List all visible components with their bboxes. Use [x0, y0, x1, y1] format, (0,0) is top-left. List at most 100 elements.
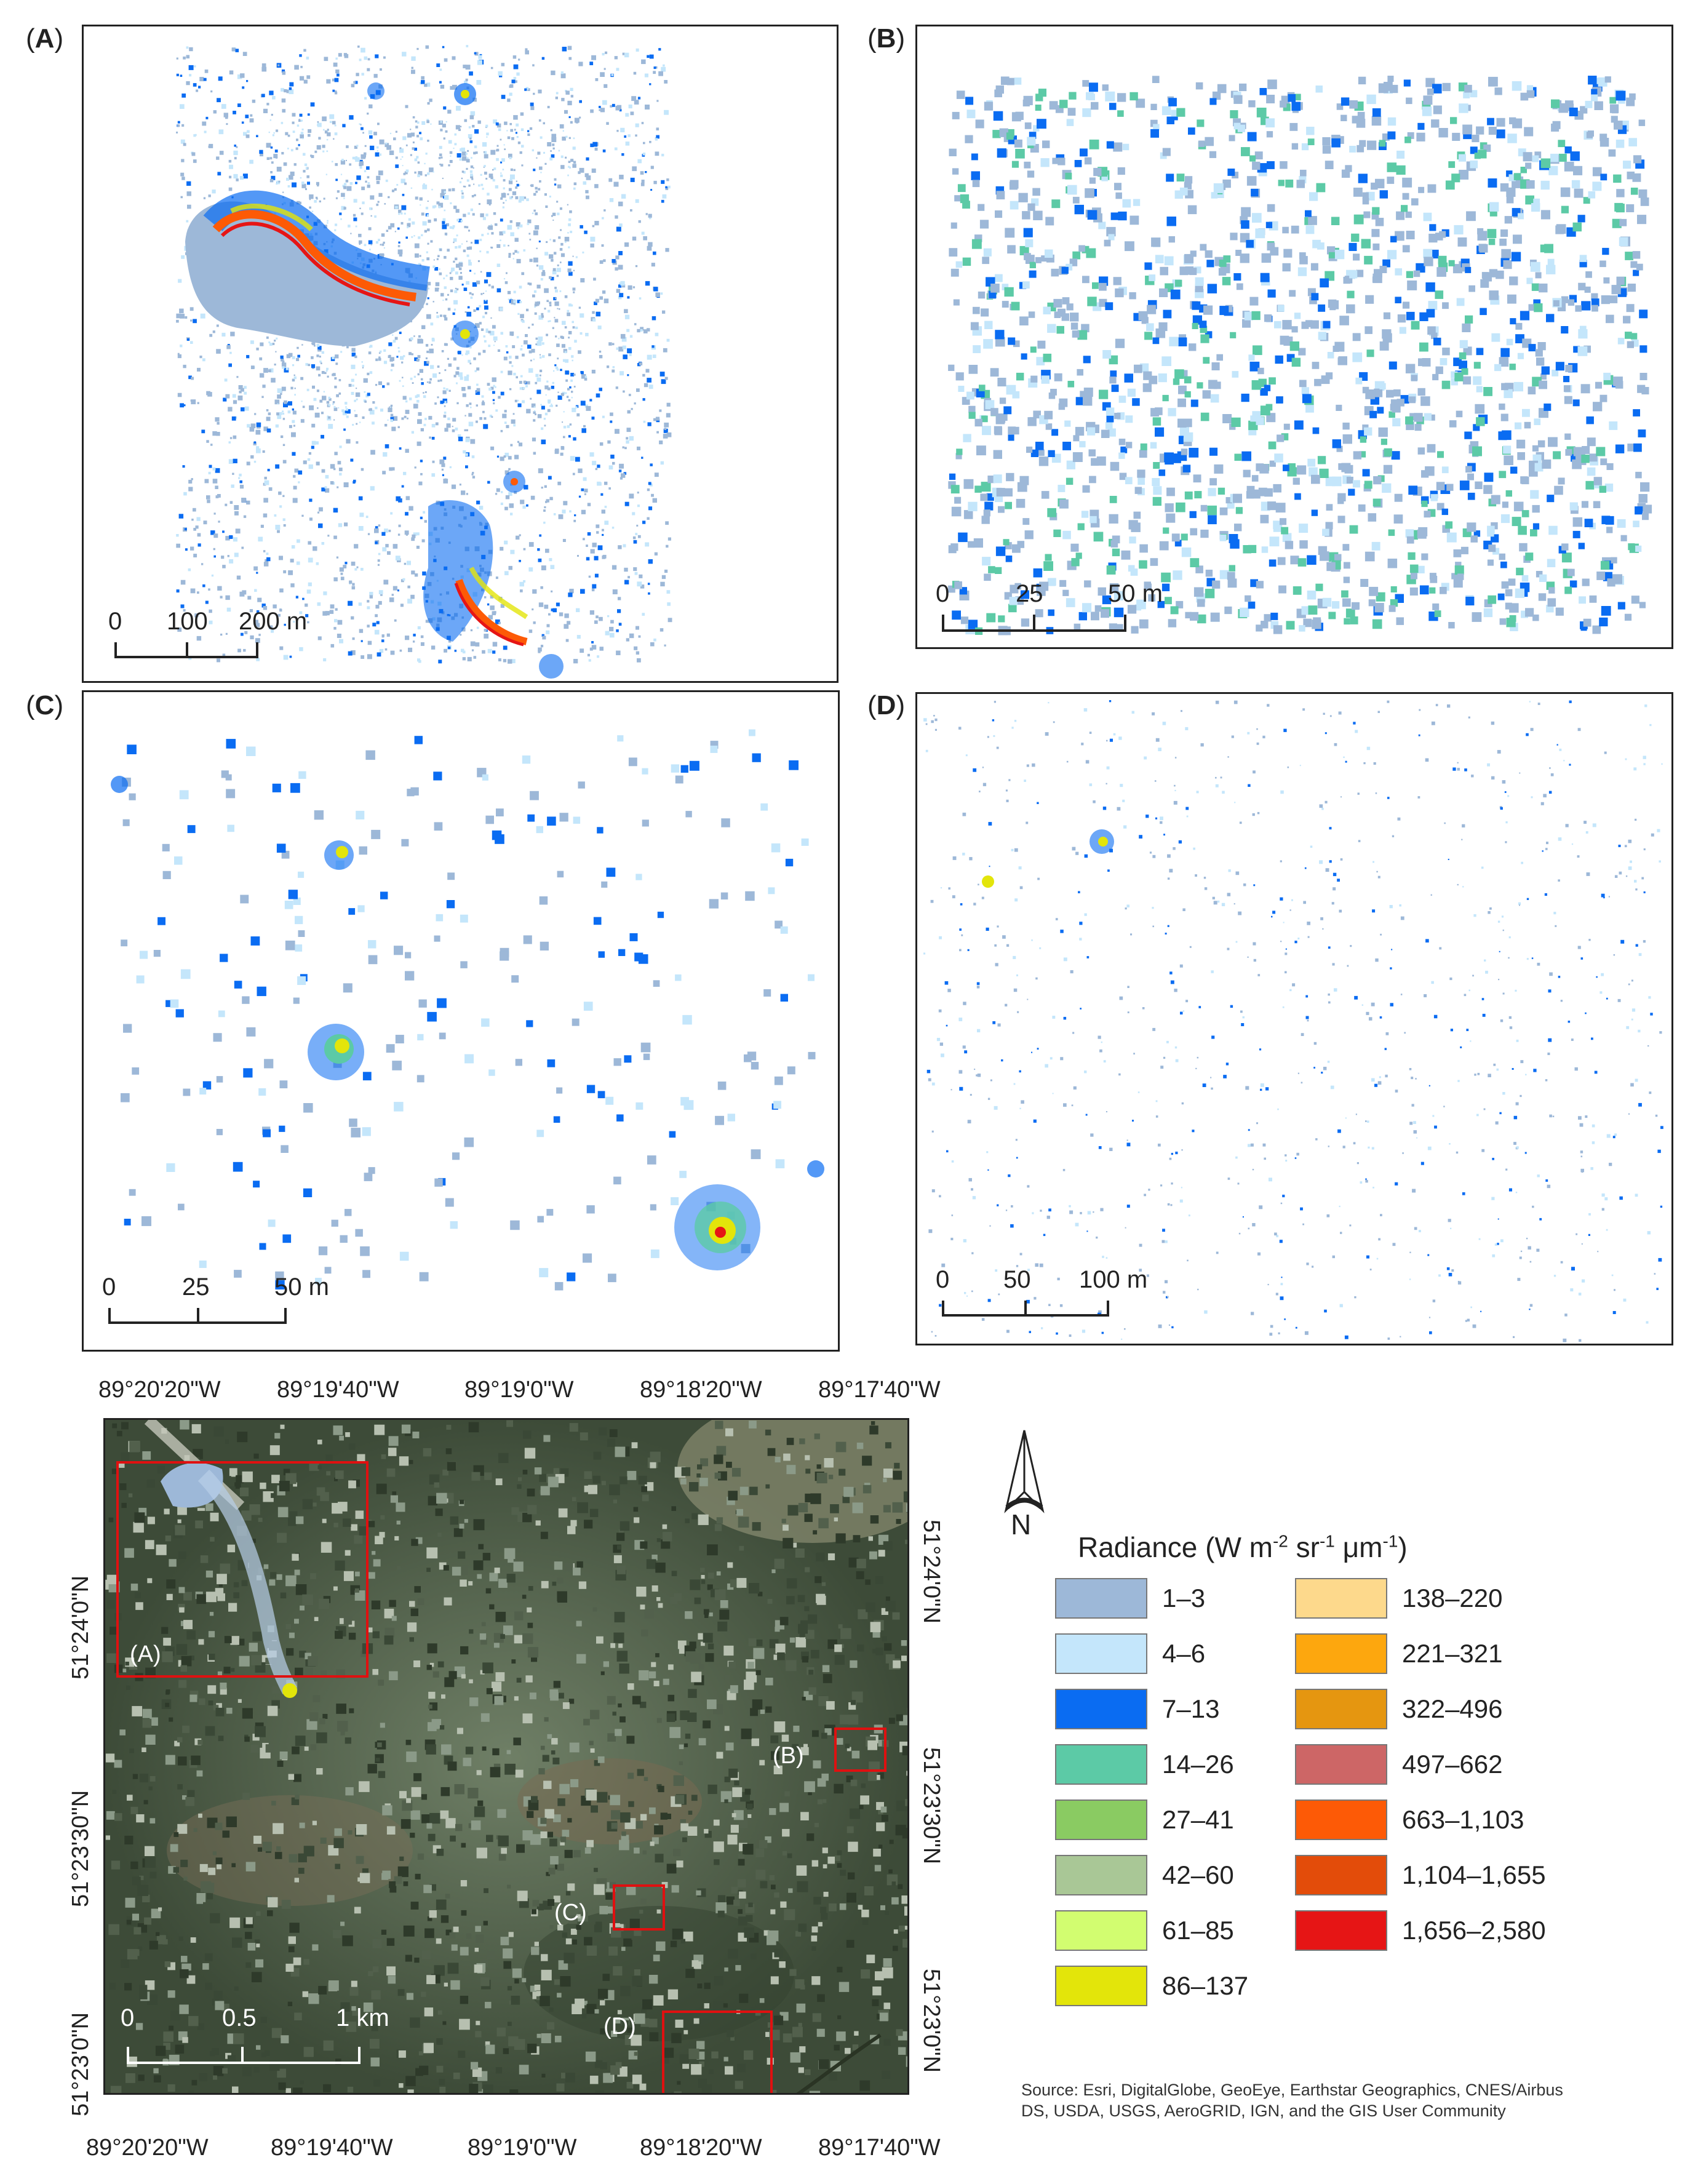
lon-label-top: 89°17'40"W: [818, 1377, 941, 1403]
legend-swatch: [1055, 1910, 1147, 1951]
scale-tick-label: 0: [108, 608, 122, 635]
panel-label-a: (A): [26, 23, 64, 54]
legend-item: 1,104–1,655: [1295, 1855, 1546, 1895]
lon-label-bottom: 89°19'0"W: [468, 2135, 577, 2161]
north-label: N: [1011, 1508, 1032, 1540]
legend-item: 14–26: [1055, 1744, 1234, 1785]
scale-tick-label: 25: [182, 1273, 210, 1301]
lon-label-bottom: 89°19'40"W: [271, 2135, 393, 2161]
source-attribution: Source: Esri, DigitalGlobe, GeoEye, Eart…: [1021, 2081, 1563, 2120]
scale-tick-label: 0: [102, 1273, 116, 1301]
legend-label: 322–496: [1402, 1694, 1503, 1723]
legend-item: 42–60: [1055, 1855, 1234, 1895]
overview-box-a[interactable]: [116, 1461, 368, 1678]
legend-item: 27–41: [1055, 1799, 1234, 1840]
scale-tick-label: 50 m: [1108, 580, 1163, 607]
legend-label: 14–26: [1162, 1750, 1234, 1779]
legend-label: 61–85: [1162, 1916, 1234, 1945]
north-arrow-icon: N: [1000, 1424, 1074, 1547]
legend-label: 86–137: [1162, 1971, 1249, 2000]
legend-label: 497–662: [1402, 1750, 1503, 1779]
lon-label-top: 89°19'40"W: [277, 1377, 399, 1403]
satellite-image: [105, 1420, 907, 2093]
scale-tick-label: 100: [167, 608, 208, 635]
overview-box-c[interactable]: [613, 1884, 665, 1931]
panel-c-radiance-image: [111, 729, 824, 1291]
legend-swatch: [1295, 1910, 1387, 1951]
overview-box-label-a: (A): [130, 1641, 161, 1667]
legend-label: 221–321: [1402, 1639, 1503, 1668]
legend-swatch: [1055, 1799, 1147, 1840]
panel-b-map: 0 25 50 m: [915, 25, 1673, 649]
panel-c-map: 0 25 50 m: [82, 690, 840, 1352]
lon-label-bottom: 89°20'20"W: [86, 2135, 209, 2161]
lon-label-bottom: 89°17'40"W: [818, 2135, 941, 2161]
overview-box-label-d: (D): [604, 2014, 636, 2039]
lat-label-right: 51°23'0"N: [918, 1969, 944, 2073]
legend-swatch: [1055, 1966, 1147, 2006]
lon-label-top: 89°18'20"W: [640, 1377, 762, 1403]
scale-tick-label: 0: [121, 2004, 135, 2031]
legend-swatch: [1295, 1744, 1387, 1785]
scale-tick-label: 0: [936, 1266, 950, 1293]
legend-item: 322–496: [1295, 1689, 1503, 1729]
legend-swatch: [1055, 1689, 1147, 1729]
scale-tick-label: 200 m: [239, 608, 308, 635]
legend-item: 4–6: [1055, 1633, 1205, 1674]
legend-item: 86–137: [1055, 1966, 1248, 2006]
legend-swatch: [1055, 1633, 1147, 1674]
panel-a-map: 0 100 200 m: [82, 25, 839, 683]
panel-d-radiance-image: [923, 700, 1663, 1342]
overview-box-label-b: (B): [773, 1743, 804, 1769]
lat-label-left: 51°24'0"N: [68, 1575, 94, 1680]
legend-label: 1,104–1,655: [1402, 1860, 1546, 1889]
legend-label: 42–60: [1162, 1860, 1234, 1889]
scale-tick-label: 50 m: [274, 1273, 329, 1301]
panel-b-radiance-image: [948, 76, 1652, 636]
panel-d-map: 0 50 100 m: [915, 692, 1673, 1345]
panel-label-d: (D): [867, 690, 906, 720]
legend-swatch: [1055, 1855, 1147, 1895]
legend-item: 61–85: [1055, 1910, 1234, 1951]
lon-label-bottom: 89°18'20"W: [640, 2135, 762, 2161]
legend-label: 1–3: [1162, 1584, 1206, 1612]
scale-tick-label: 0: [936, 580, 950, 607]
legend-swatch: [1055, 1578, 1147, 1619]
lon-label-top: 89°20'20"W: [98, 1377, 221, 1403]
lat-label-right: 51°24'0"N: [918, 1520, 944, 1624]
overview-box-label-c: (C): [554, 1900, 587, 1926]
legend-swatch: [1295, 1633, 1387, 1674]
legend-title: Radiance (W m-2 sr-1 μm-1): [1078, 1531, 1408, 1563]
lon-label-top: 89°19'0"W: [464, 1377, 574, 1403]
scale-tick-label: 1 km: [336, 2004, 389, 2031]
legend-item: 138–220: [1295, 1578, 1503, 1619]
panel-label-c: (C): [26, 690, 64, 720]
legend-label: 4–6: [1162, 1639, 1206, 1668]
panel-a-radiance-image: [176, 45, 672, 679]
legend-item: 1–3: [1055, 1578, 1205, 1619]
legend-item: 7–13: [1055, 1689, 1219, 1729]
legend-label: 1,656–2,580: [1402, 1916, 1546, 1945]
panel-label-b: (B): [867, 23, 906, 54]
overview-box-d[interactable]: [662, 2011, 773, 2093]
legend-label: 663–1,103: [1402, 1805, 1524, 1834]
lat-label-left: 51°23'30"N: [68, 1790, 94, 1907]
legend-label: 27–41: [1162, 1805, 1234, 1834]
scale-tick-label: 0.5: [222, 2004, 257, 2031]
legend-item: 1,656–2,580: [1295, 1910, 1546, 1951]
legend-item: 497–662: [1295, 1744, 1503, 1785]
legend-swatch: [1295, 1578, 1387, 1619]
overview-satellite-map: (A) (B) (C) (D) 0 0.5 1 km: [103, 1418, 909, 2095]
scale-tick-label: 25: [1016, 580, 1043, 607]
legend-swatch: [1295, 1855, 1387, 1895]
lat-label-right: 51°23'30"N: [918, 1747, 944, 1865]
scale-tick-label: 50: [1003, 1266, 1031, 1293]
overview-box-b[interactable]: [834, 1728, 886, 1772]
legend-label: 7–13: [1162, 1694, 1220, 1723]
legend-label: 138–220: [1402, 1584, 1503, 1612]
lat-label-left: 51°23'0"N: [68, 2012, 94, 2116]
legend-item: 663–1,103: [1295, 1799, 1524, 1840]
legend-item: 221–321: [1295, 1633, 1503, 1674]
legend-swatch: [1055, 1744, 1147, 1785]
legend-swatch: [1295, 1799, 1387, 1840]
